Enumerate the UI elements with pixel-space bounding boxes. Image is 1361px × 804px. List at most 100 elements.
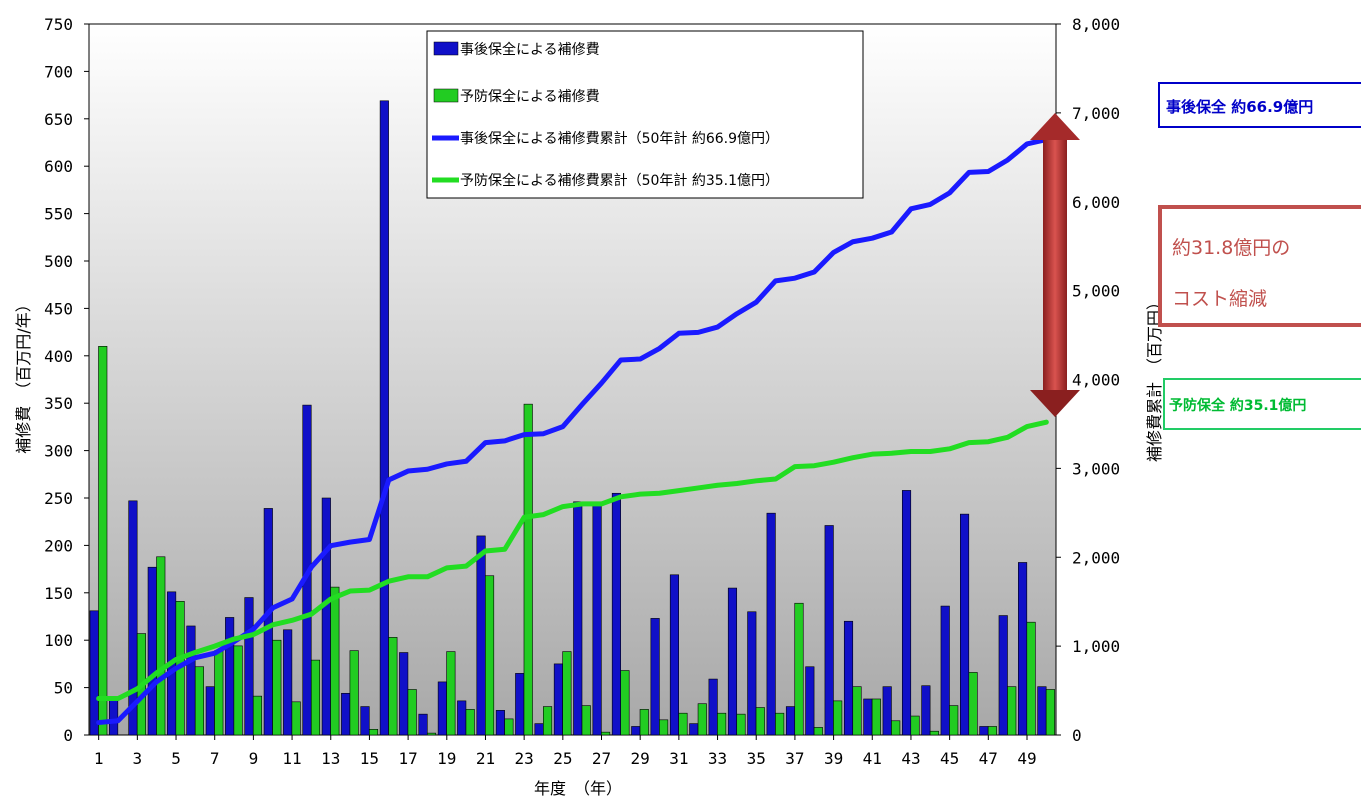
after-bar-29 <box>631 726 641 736</box>
prev-bar-38 <box>813 727 823 736</box>
after-bar-16 <box>379 100 389 736</box>
y-tick-label-450: 450 <box>44 299 73 318</box>
saving-line-2: コスト縮減 <box>1172 288 1268 310</box>
after-total-label: 事後保全 約66.9億円 <box>1158 82 1361 128</box>
y2-tick-label-1,000: 1,000 <box>1072 637 1120 656</box>
y-tick-label-200: 200 <box>44 536 73 555</box>
legend-box <box>426 30 864 199</box>
prev-bar-22 <box>504 718 514 736</box>
after-bar-8 <box>225 617 235 736</box>
prev-bar-50 <box>1045 689 1055 736</box>
prev-bar-25 <box>562 651 572 736</box>
after-bar-3 <box>128 500 138 736</box>
after-bar-50 <box>1037 686 1047 736</box>
legend-swatch-after-bar <box>433 41 459 56</box>
prev-bar-14 <box>349 650 359 736</box>
prev-cumulative-line <box>96 419 1049 702</box>
after-bar-41 <box>863 698 873 736</box>
prev-bar-40 <box>852 686 862 736</box>
x-tick-label-15: 15 <box>360 749 379 768</box>
after-bar-18 <box>418 713 428 736</box>
prev-bar-13 <box>330 586 340 736</box>
y-tick-label-150: 150 <box>44 584 73 603</box>
x-tick-label-27: 27 <box>592 749 611 768</box>
x-tick-label-3: 3 <box>133 749 143 768</box>
after-bar-21 <box>476 535 486 736</box>
x-tick-label-11: 11 <box>282 749 301 768</box>
prev-bar-12 <box>310 659 321 736</box>
x-tick-label-17: 17 <box>398 749 417 768</box>
prev-bar-10 <box>272 639 282 736</box>
legend-label-after-bar: 事後保全による補修費 <box>460 41 600 58</box>
y-axis-title: 補修費 （百万円/年） <box>14 296 33 453</box>
after-bar-40 <box>843 620 854 736</box>
prev-bar-16 <box>388 637 398 736</box>
after-bar-35 <box>747 611 757 736</box>
after-bar-14 <box>341 692 351 736</box>
after-bar-17 <box>399 652 409 736</box>
after-bar-47 <box>979 726 989 736</box>
saving-label: 約31.8億円の コスト縮減 <box>1158 205 1361 327</box>
y-tick-label-400: 400 <box>44 347 73 366</box>
prev-bar-19 <box>446 651 456 736</box>
prev-bar-6 <box>194 666 204 736</box>
after-bar-9 <box>244 597 254 736</box>
x-tick-label-23: 23 <box>515 749 534 768</box>
x-tick-label-49: 49 <box>1017 749 1036 768</box>
y-tick-label-50: 50 <box>54 679 73 698</box>
x-tick-label-21: 21 <box>476 749 495 768</box>
after-bar-23 <box>515 673 525 736</box>
after-bar-11 <box>283 629 293 736</box>
after-bar-36 <box>766 512 776 736</box>
y-tick-label-0: 0 <box>63 726 73 745</box>
y-tick-label-650: 650 <box>44 110 73 129</box>
x-tick-label-39: 39 <box>824 749 843 768</box>
x-tick-label-9: 9 <box>249 749 259 768</box>
prev-bar-49 <box>1026 621 1036 736</box>
prev-bar-48 <box>1007 686 1017 736</box>
y-tick-label-750: 750 <box>44 15 73 34</box>
after-bar-49 <box>1018 562 1028 736</box>
after-bar-43 <box>901 490 912 736</box>
after-bar-28 <box>611 492 621 736</box>
after-bar-42 <box>882 686 892 736</box>
x-tick-label-33: 33 <box>708 749 727 768</box>
after-bar-32 <box>689 723 699 736</box>
saving-arrow <box>1030 113 1080 417</box>
after-bar-31 <box>669 574 680 736</box>
prev-bar-29 <box>639 709 649 736</box>
prev-bar-36 <box>775 712 785 736</box>
x-tick-label-13: 13 <box>321 749 340 768</box>
prev-bar-34 <box>736 713 746 736</box>
x-tick-label-1: 1 <box>94 749 104 768</box>
after-bar-6 <box>186 625 196 736</box>
x-tick-label-35: 35 <box>747 749 766 768</box>
after-bar-45 <box>940 605 950 736</box>
y-tick-label-600: 600 <box>44 157 73 176</box>
legend: 事後保全による補修費 予防保全による補修費 事後保全による補修費累計（50年計 … <box>426 30 864 199</box>
axes-layer: 0501001502002503003504004505005506006507… <box>44 15 1120 768</box>
y-tick-label-100: 100 <box>44 631 73 650</box>
prev-bar-24 <box>543 706 553 736</box>
prev-bar-42 <box>891 720 901 736</box>
legend-swatch-prev-bar <box>433 88 459 103</box>
prev-bar-8 <box>233 645 243 736</box>
prev-bar-1 <box>98 346 108 736</box>
prev-bar-9 <box>252 695 263 736</box>
prev-bar-7 <box>214 650 224 736</box>
x-tick-label-47: 47 <box>979 749 998 768</box>
after-bar-46 <box>959 513 970 736</box>
y2-tick-label-3,000: 3,000 <box>1072 459 1120 478</box>
x-tick-label-7: 7 <box>210 749 220 768</box>
prev-bar-35 <box>755 707 765 736</box>
after-bar-33 <box>708 678 718 736</box>
legend-label-prev-line: 予防保全による補修費累計（50年計 約35.1億円） <box>460 172 779 189</box>
after-bar-30 <box>650 618 660 736</box>
after-bar-26 <box>573 501 583 736</box>
after-bar-24 <box>534 723 544 736</box>
y-tick-label-500: 500 <box>44 252 73 271</box>
prev-bar-4 <box>156 556 166 736</box>
after-bar-39 <box>824 525 834 736</box>
y-tick-label-550: 550 <box>44 205 73 224</box>
